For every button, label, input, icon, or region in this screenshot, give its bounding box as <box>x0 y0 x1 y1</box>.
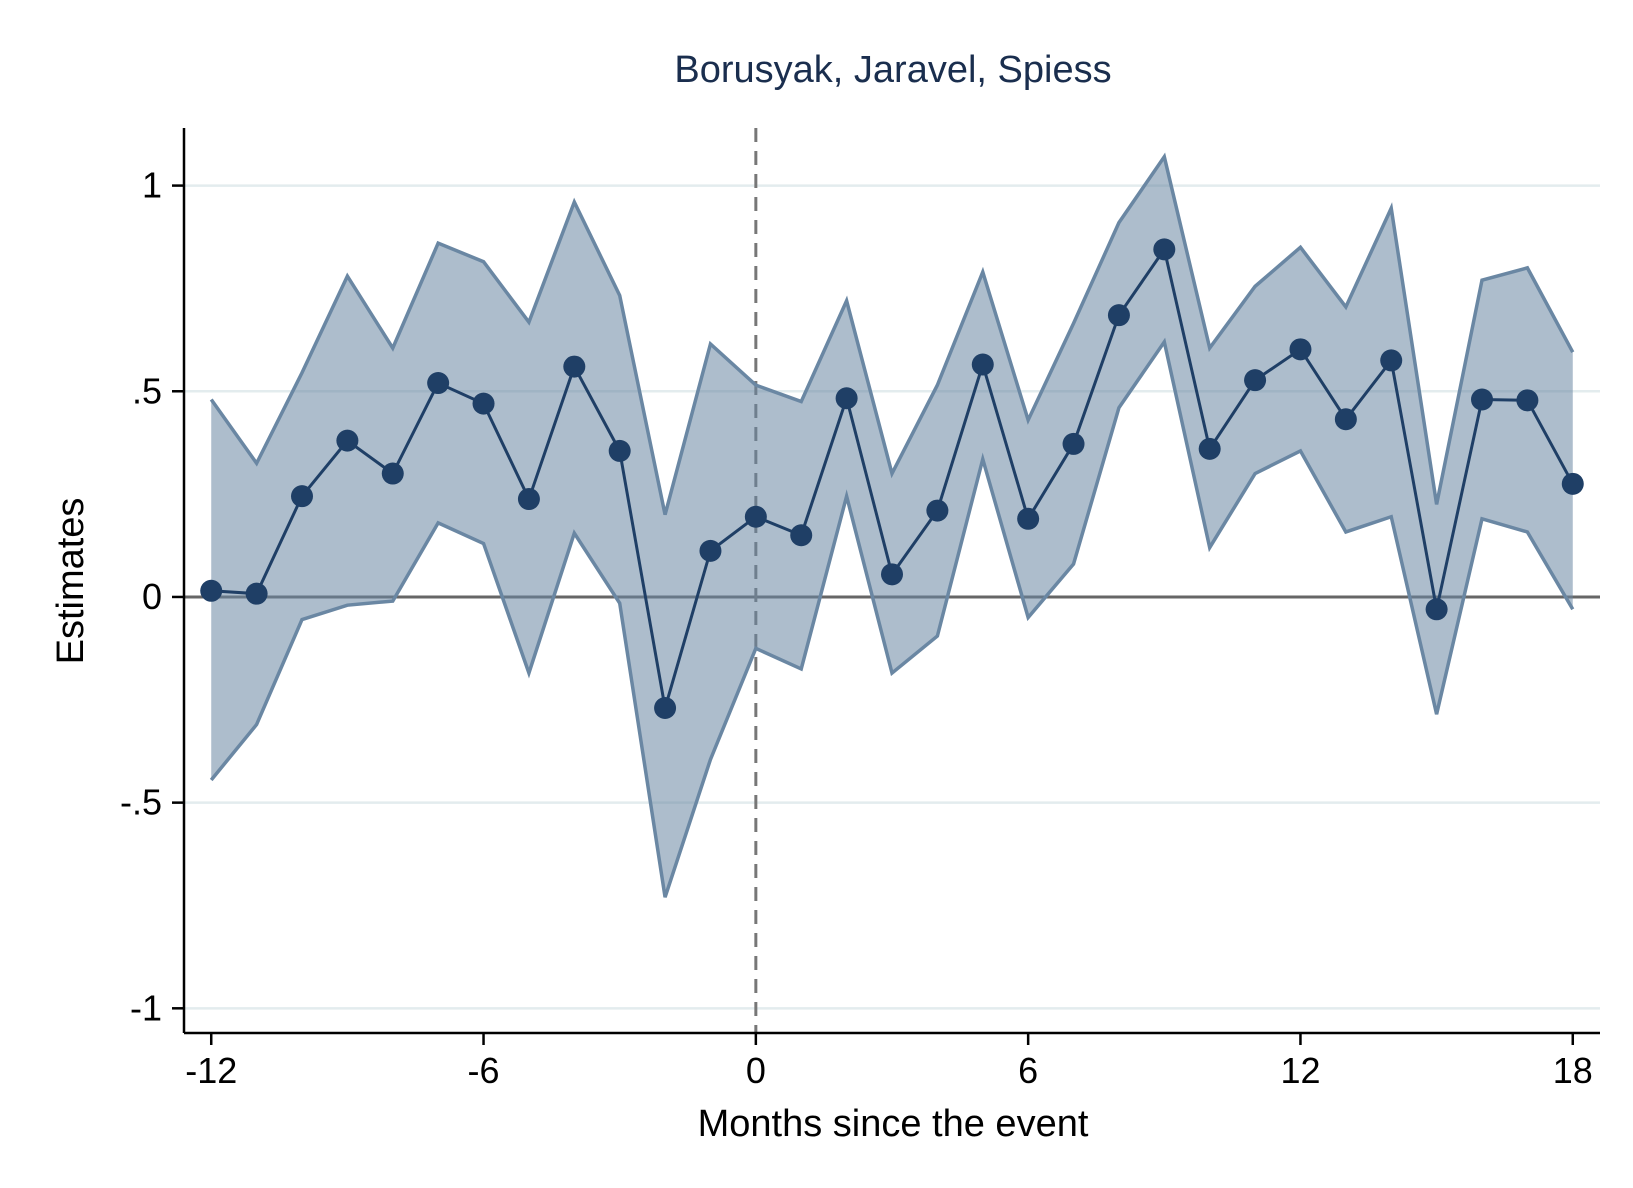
estimate-point <box>835 387 858 410</box>
estimate-point <box>790 524 813 547</box>
estimate-point <box>1244 369 1267 392</box>
x-tick-label: 12 <box>1280 1050 1320 1091</box>
x-tick-label: 6 <box>1018 1050 1038 1091</box>
y-tick-label: -.5 <box>120 782 162 823</box>
x-axis-label: Months since the event <box>698 1103 1089 1145</box>
estimate-point <box>1425 598 1448 621</box>
estimate-point <box>1561 472 1584 495</box>
y-tick-label: 1 <box>142 165 162 206</box>
x-tick-label: -6 <box>468 1050 500 1091</box>
confidence-band-area <box>211 156 1573 898</box>
estimate-point <box>563 355 586 378</box>
estimate-point <box>200 579 223 602</box>
labels: Borusyak, Jaravel, Spiess Months since t… <box>50 49 1112 1145</box>
estimate-point <box>699 539 722 562</box>
estimate-point <box>1380 349 1403 372</box>
estimate-point <box>1017 507 1040 530</box>
estimate-series <box>200 238 1584 720</box>
x-tick-label: 0 <box>746 1050 766 1091</box>
confidence-band <box>209 152 1575 898</box>
estimate-point <box>1471 388 1493 411</box>
x-tick-label: -12 <box>185 1050 237 1091</box>
axes: 1 .5 0 -.5 -1 -12 -6 0 6 12 18 <box>120 128 1600 1091</box>
estimate-point <box>881 563 903 586</box>
estimate-point <box>1516 389 1539 412</box>
estimate-point <box>608 439 631 462</box>
x-tick-label: 18 <box>1553 1050 1593 1091</box>
estimate-point <box>654 697 677 720</box>
ci-lower-line <box>209 337 1575 898</box>
estimate-point <box>1289 338 1312 361</box>
y-tick-label: -1 <box>130 987 162 1028</box>
estimate-point <box>427 372 450 395</box>
estimate-point <box>1062 432 1085 455</box>
estimate-point <box>472 392 495 415</box>
estimate-point <box>1107 304 1130 327</box>
estimate-point <box>926 499 949 522</box>
estimate-point <box>336 429 359 452</box>
estimate-point <box>291 485 313 508</box>
estimate-point <box>1334 408 1357 431</box>
estimate-point <box>971 353 994 376</box>
ci-upper-line <box>209 152 1575 516</box>
estimate-point <box>381 462 404 485</box>
y-tick-label: .5 <box>132 370 162 411</box>
y-axis-label: Estimates <box>50 498 92 665</box>
y-tick-label: 0 <box>142 576 162 617</box>
estimate-point <box>517 488 540 511</box>
estimate-point <box>1153 238 1176 261</box>
chart-title: Borusyak, Jaravel, Spiess <box>674 49 1111 91</box>
estimate-point <box>1198 437 1221 460</box>
estimate-point <box>245 582 268 605</box>
estimate-point <box>744 505 767 528</box>
